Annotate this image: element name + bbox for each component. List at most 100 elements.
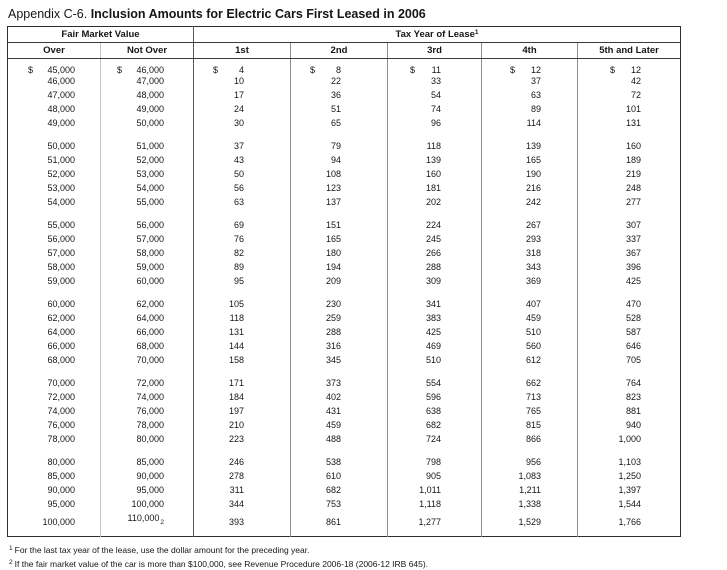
group-header-tax-year: Tax Year of Lease1 bbox=[194, 27, 681, 43]
table-cell: 76 bbox=[194, 234, 291, 248]
table-cell: 118 bbox=[388, 132, 482, 155]
table-cell: 956 bbox=[482, 448, 578, 471]
cell-value: 51 bbox=[331, 104, 341, 115]
table-cell: 80,000 bbox=[8, 448, 101, 471]
cell-value: 1,766 bbox=[619, 517, 642, 528]
cell-value: 197 bbox=[229, 406, 244, 417]
cell-value: 89 bbox=[531, 104, 541, 115]
cell-value: 68,000 bbox=[136, 341, 164, 352]
cell-value: 50,000 bbox=[47, 141, 75, 152]
cell-value: 190 bbox=[526, 169, 541, 180]
table-cell: 72,000 bbox=[8, 392, 101, 406]
table-cell: 54,000 bbox=[101, 183, 194, 197]
table-cell: 66,000 bbox=[101, 327, 194, 341]
cell-value: 1,397 bbox=[619, 485, 642, 496]
cell-value: 101 bbox=[626, 104, 641, 115]
column-header-over: Over bbox=[8, 43, 101, 59]
table-cell: 51,000 bbox=[8, 155, 101, 169]
cell-value: 4 bbox=[239, 65, 244, 76]
cell-value: 646 bbox=[626, 341, 641, 352]
table-cell: 48,000 bbox=[101, 90, 194, 104]
column-header-1st: 1st bbox=[194, 43, 291, 59]
cell-value: 307 bbox=[626, 220, 641, 231]
table-cell: 638 bbox=[388, 406, 482, 420]
table-cell: 17 bbox=[194, 90, 291, 104]
table-cell: 52,000 bbox=[101, 155, 194, 169]
table-cell: 223 bbox=[194, 434, 291, 448]
cell-value: 11 bbox=[432, 65, 441, 76]
table-cell: 118 bbox=[194, 313, 291, 327]
table-cell: 1,544 bbox=[578, 499, 681, 513]
cell-value: 724 bbox=[426, 434, 441, 445]
footnote-1-marker: 1 bbox=[9, 545, 13, 552]
cell-value: 171 bbox=[229, 378, 244, 389]
table-cell: 72,000 bbox=[101, 369, 194, 392]
cell-value: 488 bbox=[326, 434, 341, 445]
table-cell: 705 bbox=[578, 355, 681, 369]
cell-value: 63 bbox=[531, 90, 541, 101]
table-cell: 96 bbox=[388, 118, 482, 132]
footnote-2-text: If the fair market value of the car is m… bbox=[15, 559, 428, 569]
cell-value: 72 bbox=[631, 90, 641, 101]
cell-value: 861 bbox=[326, 517, 341, 528]
table-cell: 1,211 bbox=[482, 485, 578, 499]
cell-value: 56 bbox=[234, 183, 244, 194]
cell-value: 765 bbox=[526, 406, 541, 417]
cell-value: 60,000 bbox=[136, 276, 164, 287]
table-cell: 37 bbox=[482, 76, 578, 90]
table-cell: 10 bbox=[194, 76, 291, 90]
cell-value: 85,000 bbox=[136, 457, 164, 468]
cell-value: 137 bbox=[326, 197, 341, 208]
cell-value: 12 bbox=[631, 65, 641, 76]
table-cell: 47,000 bbox=[8, 90, 101, 104]
cell-value: 56,000 bbox=[136, 220, 164, 231]
cell-value: 184 bbox=[229, 392, 244, 403]
cell-value: 554 bbox=[426, 378, 441, 389]
group-header-label: Tax Year of Lease bbox=[396, 29, 475, 40]
table-cell: 369 bbox=[482, 276, 578, 290]
cell-value: 54,000 bbox=[136, 183, 164, 194]
table-cell: 110,0002 bbox=[101, 513, 194, 537]
table-cell: 184 bbox=[194, 392, 291, 406]
cell-value: 705 bbox=[626, 355, 641, 366]
cell-value: 95,000 bbox=[47, 499, 75, 510]
cell-value: 344 bbox=[229, 499, 244, 510]
table-cell: 74,000 bbox=[101, 392, 194, 406]
table-cell: 171 bbox=[194, 369, 291, 392]
table-cell: $46,000 bbox=[101, 59, 194, 77]
cell-value: 713 bbox=[526, 392, 541, 403]
table-cell: 219 bbox=[578, 169, 681, 183]
table-cell: 139 bbox=[388, 155, 482, 169]
dollar-sign: $ bbox=[410, 65, 415, 76]
cell-value: 596 bbox=[426, 392, 441, 403]
cell-value: 1,011 bbox=[419, 485, 441, 496]
cell-value: 202 bbox=[426, 197, 441, 208]
cell-value: 51,000 bbox=[136, 141, 164, 152]
table-cell: 51,000 bbox=[101, 132, 194, 155]
cell-value: 74 bbox=[431, 104, 441, 115]
cell-value: 57,000 bbox=[47, 248, 75, 259]
cell-value: 459 bbox=[526, 313, 541, 324]
cell-value: 337 bbox=[626, 234, 641, 245]
table-cell: 560 bbox=[482, 341, 578, 355]
cell-value: 76,000 bbox=[47, 420, 75, 431]
table-cell: 293 bbox=[482, 234, 578, 248]
table-cell: 131 bbox=[578, 118, 681, 132]
table-cell: 1,338 bbox=[482, 499, 578, 513]
cell-value: 367 bbox=[626, 248, 641, 259]
cell-value: 60,000 bbox=[47, 299, 75, 310]
group-header-fair-market-value: Fair Market Value bbox=[8, 27, 194, 43]
cell-value: 682 bbox=[426, 420, 441, 431]
table-cell: 37 bbox=[194, 132, 291, 155]
table-cell: 59,000 bbox=[8, 276, 101, 290]
table-cell: 344 bbox=[194, 499, 291, 513]
cell-value: 278 bbox=[229, 471, 244, 482]
